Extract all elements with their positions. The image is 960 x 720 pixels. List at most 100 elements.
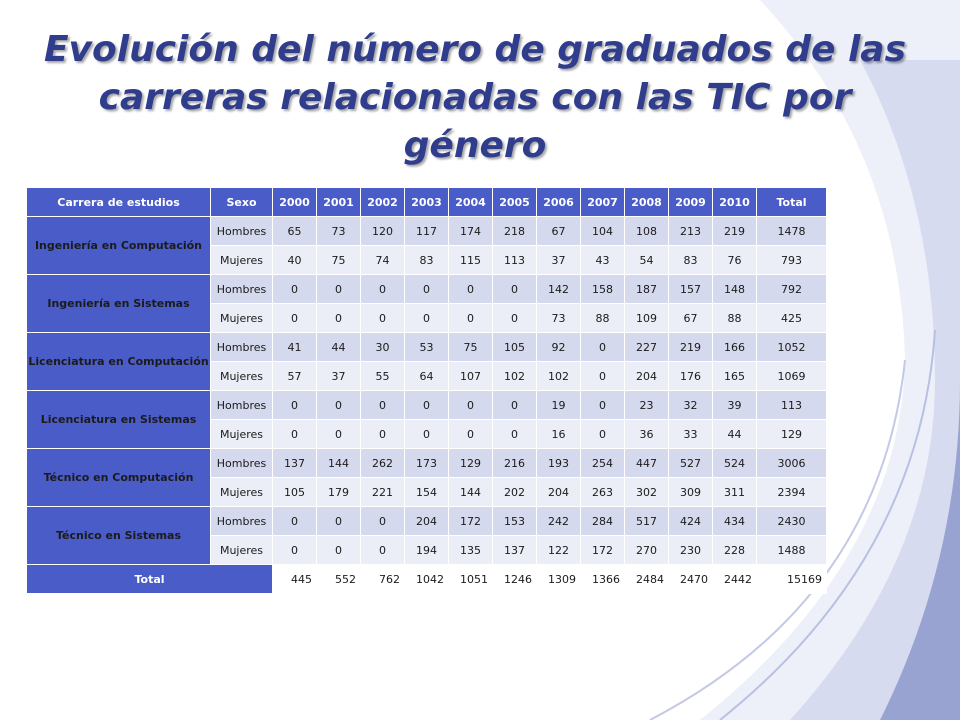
value-cell: 53 (404, 332, 449, 362)
value-cell: 0 (316, 274, 361, 304)
value-cell: 434 (712, 506, 757, 536)
value-cell: 0 (448, 274, 493, 304)
sexo-cell: Hombres (210, 448, 273, 478)
value-cell: 270 (624, 535, 669, 565)
slide-title: Evolución del número de graduados de las… (40, 26, 910, 170)
value-cell: 144 (316, 448, 361, 478)
sexo-cell: Mujeres (210, 361, 273, 391)
carrera-cell: Ingeniería en Sistemas (26, 274, 211, 333)
value-cell: 33 (668, 419, 713, 449)
sexo-cell: Hombres (210, 332, 273, 362)
table-row: Ingeniería en Sistemas Hombres 0 0 0 0 0 0 142 15… (26, 274, 827, 333)
value-cell: 1478 (756, 216, 827, 246)
total-value-cell: 762 (360, 564, 405, 594)
value-cell: 0 (316, 390, 361, 420)
value-cell: 262 (360, 448, 405, 478)
value-cell: 172 (448, 506, 493, 536)
value-cell: 39 (712, 390, 757, 420)
title-line-2: carreras relacionadas con las TIC por gé… (98, 77, 852, 166)
value-cell: 105 (272, 477, 317, 507)
carrera-cell: Técnico en Computación (26, 448, 211, 507)
value-cell: 16 (536, 419, 581, 449)
value-cell: 0 (492, 274, 537, 304)
table-row: Licenciatura en Sistemas Hombres 0 0 0 0 0 0 19 0… (26, 390, 827, 449)
value-cell: 32 (668, 390, 713, 420)
value-cell: 792 (756, 274, 827, 304)
header-cell: 2003 (404, 187, 449, 217)
value-cell: 228 (712, 535, 757, 565)
value-cell: 153 (492, 506, 537, 536)
value-cell: 219 (712, 216, 757, 246)
value-cell: 129 (756, 419, 827, 449)
value-cell: 527 (668, 448, 713, 478)
header-cell: 2001 (316, 187, 361, 217)
value-cell: 73 (536, 303, 581, 333)
value-cell: 44 (712, 419, 757, 449)
carrera-cell: Licenciatura en Computación (26, 332, 211, 391)
value-cell: 122 (536, 535, 581, 565)
value-cell: 254 (580, 448, 625, 478)
value-cell: 2430 (756, 506, 827, 536)
value-cell: 216 (492, 448, 537, 478)
value-cell: 0 (448, 303, 493, 333)
value-cell: 1069 (756, 361, 827, 391)
carrera-cell: Ingeniería en Computación (26, 216, 211, 275)
value-cell: 166 (712, 332, 757, 362)
value-cell: 109 (624, 303, 669, 333)
header-cell: 2007 (580, 187, 625, 217)
value-cell: 55 (360, 361, 405, 391)
value-cell: 0 (272, 506, 317, 536)
value-cell: 120 (360, 216, 405, 246)
value-cell: 176 (668, 361, 713, 391)
value-cell: 0 (272, 390, 317, 420)
header-cell: Total (756, 187, 827, 217)
value-cell: 40 (272, 245, 317, 275)
value-cell: 64 (404, 361, 449, 391)
value-cell: 221 (360, 477, 405, 507)
value-cell: 174 (448, 216, 493, 246)
sexo-cell: Hombres (210, 216, 273, 246)
value-cell: 0 (404, 303, 449, 333)
value-cell: 172 (580, 535, 625, 565)
header-cell: 2008 (624, 187, 669, 217)
value-cell: 0 (580, 390, 625, 420)
value-cell: 165 (712, 361, 757, 391)
graduates-table: Carrera de estudios Sexo 2000 2001 2002 … (26, 187, 827, 594)
header-cell: 2009 (668, 187, 713, 217)
table-row: Técnico en Computación Hombres 137 144 262 17… (26, 448, 827, 507)
value-cell: 0 (272, 535, 317, 565)
value-cell: 75 (316, 245, 361, 275)
header-cell: 2000 (272, 187, 317, 217)
value-cell: 75 (448, 332, 493, 362)
value-cell: 425 (756, 303, 827, 333)
carrera-cell: Técnico en Sistemas (26, 506, 211, 565)
value-cell: 193 (536, 448, 581, 478)
value-cell: 37 (536, 245, 581, 275)
total-row: Total 445 552 762 1042 1051 1246 1309 1366 2484 24… (26, 564, 827, 594)
sexo-cell: Mujeres (210, 535, 273, 565)
value-cell: 517 (624, 506, 669, 536)
total-label: Total (26, 564, 273, 594)
value-cell: 144 (448, 477, 493, 507)
value-cell: 0 (272, 303, 317, 333)
value-cell: 67 (536, 216, 581, 246)
value-cell: 23 (624, 390, 669, 420)
value-cell: 2394 (756, 477, 827, 507)
table-row: Licenciatura en Computación Hombres 41 44 30… (26, 332, 827, 391)
value-cell: 117 (404, 216, 449, 246)
total-value-cell: 1051 (448, 564, 493, 594)
value-cell: 74 (360, 245, 405, 275)
value-cell: 57 (272, 361, 317, 391)
value-cell: 148 (712, 274, 757, 304)
value-cell: 0 (448, 419, 493, 449)
value-cell: 284 (580, 506, 625, 536)
value-cell: 0 (360, 535, 405, 565)
value-cell: 137 (492, 535, 537, 565)
header-cell: Sexo (210, 187, 273, 217)
value-cell: 0 (492, 390, 537, 420)
value-cell: 67 (668, 303, 713, 333)
value-cell: 43 (580, 245, 625, 275)
total-value-cell: 15169 (756, 564, 827, 594)
value-cell: 447 (624, 448, 669, 478)
